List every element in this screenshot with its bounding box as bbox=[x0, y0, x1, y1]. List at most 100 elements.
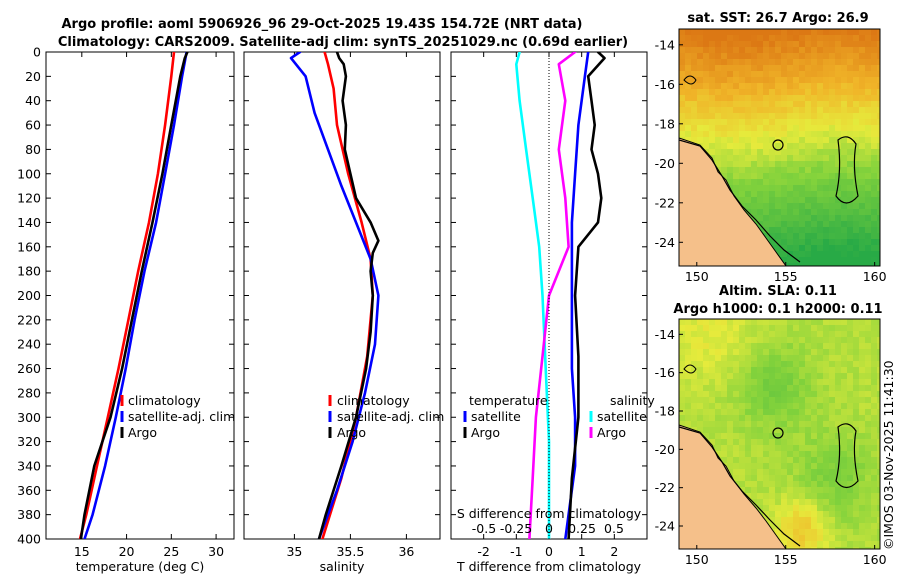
field-cell bbox=[841, 343, 848, 350]
field-cell bbox=[865, 343, 872, 350]
field-cell bbox=[763, 197, 770, 204]
field-cell bbox=[865, 83, 872, 90]
field-cell bbox=[829, 505, 836, 512]
field-cell bbox=[745, 107, 752, 114]
field-cell bbox=[835, 113, 842, 120]
field-cell bbox=[709, 47, 716, 54]
field-cell bbox=[871, 391, 878, 398]
field-cell bbox=[853, 397, 860, 404]
field-cell bbox=[787, 517, 794, 524]
field-cell bbox=[817, 215, 824, 222]
field-cell bbox=[685, 113, 692, 120]
field-cell bbox=[787, 245, 794, 252]
field-cell bbox=[877, 77, 880, 84]
field-cell bbox=[847, 481, 854, 488]
field-cell bbox=[757, 161, 764, 168]
field-cell bbox=[823, 125, 830, 132]
y-tick-label: 0 bbox=[33, 45, 41, 60]
field-cell bbox=[739, 409, 746, 416]
field-cell bbox=[745, 143, 752, 150]
field-cell bbox=[871, 343, 878, 350]
field-cell bbox=[877, 439, 880, 446]
field-cell bbox=[817, 101, 824, 108]
field-cell bbox=[847, 65, 854, 72]
field-cell bbox=[733, 167, 740, 174]
field-cell bbox=[763, 445, 770, 452]
field-cell bbox=[817, 65, 824, 72]
field-cell bbox=[841, 83, 848, 90]
field-cell bbox=[847, 47, 854, 54]
field-cell bbox=[775, 523, 782, 530]
field-cell bbox=[739, 41, 746, 48]
field-cell bbox=[787, 209, 794, 216]
field-cell bbox=[703, 119, 710, 126]
y-tick-label: -22 bbox=[655, 195, 675, 210]
field-cell bbox=[757, 463, 764, 470]
field-cell bbox=[781, 71, 788, 78]
field-cell bbox=[751, 167, 758, 174]
field-cell bbox=[841, 113, 848, 120]
field-cell bbox=[841, 367, 848, 374]
sst-map-title: sat. SST: 26.7 Argo: 26.9 bbox=[687, 11, 868, 26]
coast-land bbox=[679, 424, 787, 549]
field-cell bbox=[739, 101, 746, 108]
field-cell bbox=[823, 493, 830, 500]
field-cell bbox=[721, 41, 728, 48]
field-cell bbox=[877, 65, 880, 72]
difference-xlabel: T difference from climatology bbox=[456, 559, 642, 574]
field-cell bbox=[763, 53, 770, 60]
field-cell bbox=[841, 65, 848, 72]
field-cell bbox=[781, 203, 788, 210]
field-cell bbox=[793, 47, 800, 54]
field-cell bbox=[835, 65, 842, 72]
field-cell bbox=[829, 457, 836, 464]
x-tick-label: 2 bbox=[610, 544, 618, 559]
field-cell bbox=[799, 35, 806, 42]
field-cell bbox=[799, 421, 806, 428]
field-cell bbox=[853, 227, 860, 234]
field-cell bbox=[877, 463, 880, 470]
salinity-axes bbox=[243, 51, 441, 540]
field-cell bbox=[745, 379, 752, 386]
series-satellite-adj-clim bbox=[83, 52, 188, 539]
field-cell bbox=[871, 233, 878, 240]
field-cell bbox=[871, 535, 878, 542]
field-cell bbox=[793, 541, 800, 548]
legend-climatology: climatology bbox=[337, 393, 410, 408]
field-cell bbox=[703, 41, 710, 48]
field-cell bbox=[763, 209, 770, 216]
field-cell bbox=[775, 179, 782, 186]
field-cell bbox=[739, 349, 746, 356]
field-cell bbox=[757, 41, 764, 48]
field-cell bbox=[679, 319, 686, 326]
field-cell bbox=[847, 215, 854, 222]
field-cell bbox=[871, 239, 878, 246]
field-cell bbox=[829, 209, 836, 216]
field-cell bbox=[739, 71, 746, 78]
field-cell bbox=[805, 107, 812, 114]
field-cell bbox=[817, 227, 824, 234]
y-tick-label: 40 bbox=[25, 93, 41, 108]
field-cell bbox=[775, 107, 782, 114]
field-cell bbox=[751, 203, 758, 210]
field-cell bbox=[697, 325, 704, 332]
field-cell bbox=[745, 451, 752, 458]
field-cell bbox=[871, 475, 878, 482]
field-cell bbox=[805, 101, 812, 108]
field-cell bbox=[877, 215, 880, 222]
y-tick-label: -18 bbox=[655, 116, 675, 131]
field-cell bbox=[745, 65, 752, 72]
field-cell bbox=[691, 403, 698, 410]
field-cell bbox=[787, 439, 794, 446]
field-cell bbox=[787, 457, 794, 464]
field-cell bbox=[805, 179, 812, 186]
field-cell bbox=[847, 391, 854, 398]
field-cell bbox=[781, 239, 788, 246]
field-cell bbox=[877, 541, 880, 548]
field-cell bbox=[871, 143, 878, 150]
field-cell bbox=[793, 385, 800, 392]
field-cell bbox=[865, 427, 872, 434]
field-cell bbox=[787, 403, 794, 410]
field-cell bbox=[691, 53, 698, 60]
field-cell bbox=[805, 541, 812, 548]
